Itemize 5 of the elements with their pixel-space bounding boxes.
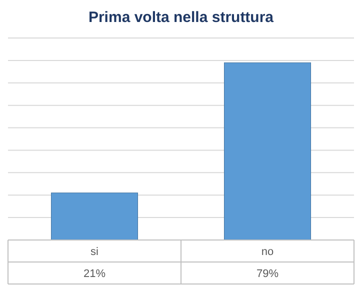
x-tick-label: si [90, 246, 98, 258]
x-tick-label: no [261, 246, 274, 258]
data-label: 21% [83, 268, 106, 280]
data-label: 79% [256, 268, 279, 280]
chart-title: Prima volta nella struttura [88, 9, 274, 26]
